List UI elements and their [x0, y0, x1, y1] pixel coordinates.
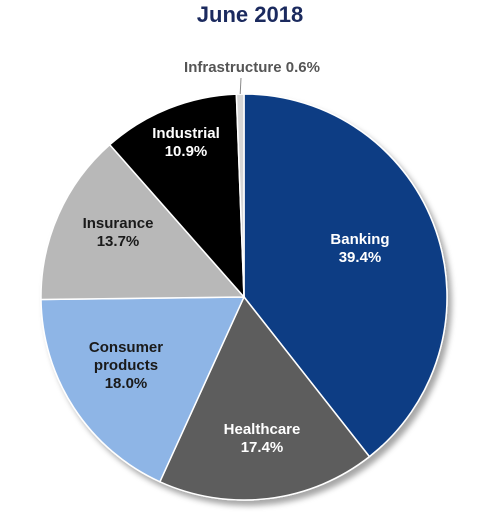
slice-label-healthcare: Healthcare 17.4% — [224, 421, 301, 456]
slice-label-banking: Banking 39.4% — [330, 231, 389, 266]
slice-value-label: 39.4% — [339, 249, 382, 266]
slice-value-label: 13.7% — [97, 233, 140, 250]
slice-value-label: 10.9% — [165, 143, 208, 160]
slice-label-infrastructure: Infrastructure 0.6% — [184, 59, 320, 76]
pie-slice-industrial — [108, 93, 245, 300]
slice-value-label: 17.4% — [241, 439, 284, 456]
slice-category-label: Industrial — [152, 125, 220, 142]
slice-category-label: Consumer — [89, 339, 163, 356]
pie-slice-banking — [243, 93, 448, 458]
pie-slice-consumer — [40, 296, 246, 483]
slice-value-label: 18.0% — [105, 375, 148, 392]
slice-category-label: products — [94, 357, 158, 374]
slice-label-industrial: Industrial 10.9% — [152, 125, 220, 160]
slice-category-label: Healthcare — [224, 421, 301, 438]
label-leader-line — [239, 77, 242, 95]
slice-category-label: Banking — [330, 231, 389, 248]
slice-label-consumer: Consumer products 18.0% — [89, 339, 163, 392]
slice-label-insurance: Insurance 13.7% — [83, 215, 154, 250]
pie-slices — [40, 93, 448, 501]
pie-slice-insurance — [40, 143, 246, 301]
chart-title: June 2018 — [196, 2, 304, 27]
pie-slice-healthcare — [158, 295, 371, 501]
pie-slice-infrastructure — [235, 93, 245, 298]
slice-category-label: Insurance — [83, 215, 154, 232]
